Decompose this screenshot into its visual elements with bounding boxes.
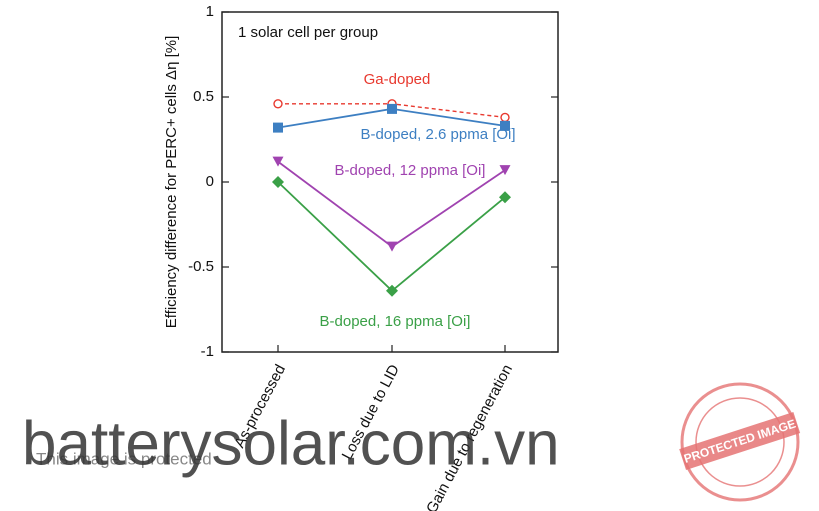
- watermark-site: batterysolar.com.vn: [22, 409, 560, 478]
- stamp-ring: [695, 397, 785, 487]
- y-tick-label: 1: [206, 3, 214, 20]
- point: [273, 122, 283, 133]
- series-label: Ga-doped: [364, 71, 431, 88]
- point: [499, 191, 511, 204]
- annotation: 1 solar cell per group: [238, 24, 378, 41]
- y-tick-label: 0: [206, 173, 214, 190]
- y-tick-label: -0.5: [188, 258, 214, 275]
- point: [387, 103, 397, 114]
- stamp-band: [679, 412, 801, 471]
- y-tick-label: 0.5: [193, 88, 214, 105]
- series-label: B-doped, 12 ppma [Oi]: [335, 162, 486, 179]
- point: [273, 99, 283, 109]
- point: [386, 284, 398, 297]
- point: [272, 156, 284, 167]
- series-label: B-doped, 2.6 ppma [Oi]: [360, 126, 515, 143]
- series-line: [277, 181, 506, 293]
- point: [500, 120, 510, 131]
- point: [386, 241, 398, 252]
- y-axis-label: Efficiency difference for PERC+ cells Δη…: [163, 36, 180, 329]
- watermark-notice: This image is protected: [36, 449, 212, 468]
- point: [499, 165, 511, 176]
- series-label: B-doped, 16 ppma [Oi]: [320, 313, 471, 330]
- stamp-ring: [680, 382, 800, 502]
- y-tick-label: -1: [201, 343, 214, 360]
- point: [500, 112, 510, 123]
- point: [272, 176, 284, 188]
